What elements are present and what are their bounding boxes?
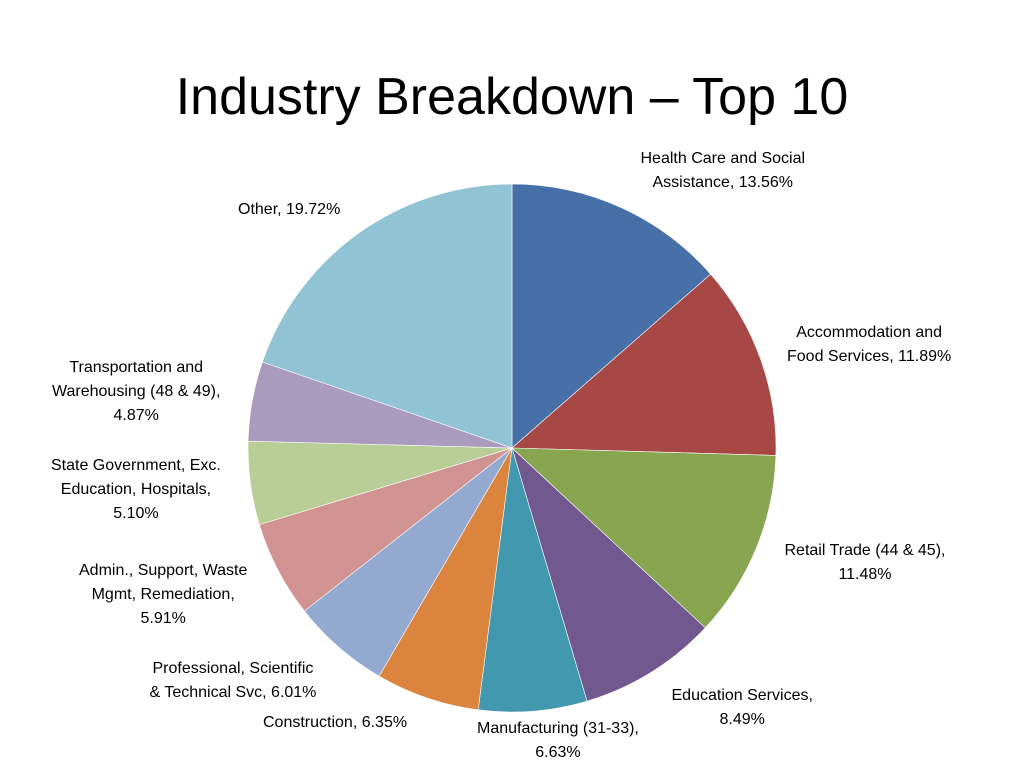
slice-label-line: Assistance, 13.56%	[641, 171, 806, 195]
slice-label-line: Warehousing (48 & 49),	[52, 380, 220, 404]
slice-label-3: Retail Trade (44 & 45), 11.48%	[785, 539, 946, 587]
slice-label-line: State Government, Exc.	[51, 454, 221, 478]
slice-label-line: Professional, Scientific	[150, 657, 317, 681]
slice-label-line: 4.87%	[52, 404, 220, 428]
slice-label-2: Accommodation and Food Services, 11.89%	[787, 321, 951, 369]
slice-label-line: Mgmt, Remediation,	[79, 583, 247, 607]
slice-label-5: Manufacturing (31-33), 6.63%	[477, 717, 639, 765]
slice-label-line: 5.10%	[51, 502, 221, 526]
slice-label-line: 8.49%	[672, 708, 813, 732]
slice-label-line: Education Services,	[672, 684, 813, 708]
slice-label-4: Education Services, 8.49%	[672, 684, 813, 732]
slice-label-line: Accommodation and	[787, 321, 951, 345]
slice-label-line: Education, Hospitals,	[51, 478, 221, 502]
slice-label-6: Construction, 6.35%	[263, 711, 407, 735]
slice-label-line: 11.48%	[785, 563, 946, 587]
slice-label-line: Admin., Support, Waste	[79, 559, 247, 583]
slice-label-11: Other, 19.72%	[238, 198, 340, 222]
slice-label-9: State Government, Exc. Education, Hospita…	[51, 454, 221, 526]
slice-label-line: Other, 19.72%	[238, 198, 340, 222]
slice-label-line: & Technical Svc, 6.01%	[150, 681, 317, 705]
slice-label-line: Manufacturing (31-33),	[477, 717, 639, 741]
slice-label-1: Health Care and Social Assistance, 13.56%	[641, 147, 806, 195]
slice-label-line: Health Care and Social	[641, 147, 806, 171]
slice-label-line: 6.63%	[477, 741, 639, 765]
slice-label-line: Construction, 6.35%	[263, 711, 407, 735]
slice-label-10: Transportation and Warehousing (48 & 49),…	[52, 356, 220, 428]
slice-label-line: Retail Trade (44 & 45),	[785, 539, 946, 563]
slice-label-7: Professional, Scientific & Technical Svc,…	[150, 657, 317, 705]
pie-slices	[248, 184, 776, 712]
slice-label-line: Transportation and	[52, 356, 220, 380]
slice-label-line: Food Services, 11.89%	[787, 345, 951, 369]
slice-label-line: 5.91%	[79, 607, 247, 631]
slice-label-8: Admin., Support, Waste Mgmt, Remediation,…	[79, 559, 247, 631]
